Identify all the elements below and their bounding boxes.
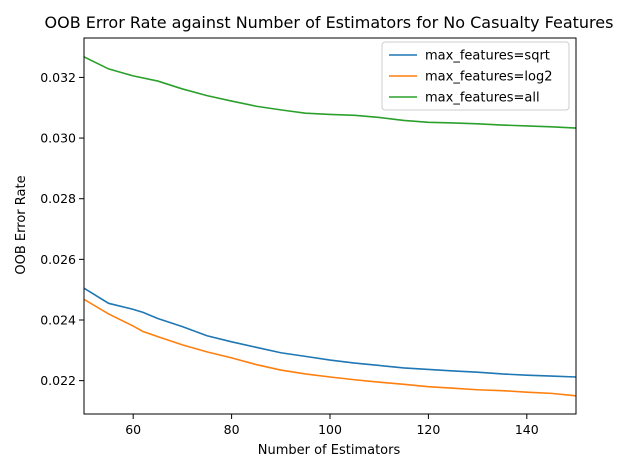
x-tick-label: 140 [515, 422, 539, 437]
y-axis-label: OOB Error Rate [14, 175, 29, 274]
series-line-0 [84, 287, 576, 378]
x-tick-label: 120 [416, 422, 440, 437]
legend-label-0: max_features=sqrt [425, 49, 550, 64]
legend-label-1: max_features=log2 [425, 70, 553, 85]
y-tick-label: 0.030 [40, 131, 76, 146]
chart-title: OOB Error Rate against Number of Estimat… [45, 13, 614, 32]
y-tick-label: 0.024 [40, 313, 76, 328]
series-line-2 [84, 56, 576, 129]
series-line-1 [84, 298, 576, 397]
x-axis-label: Number of Estimators [258, 443, 401, 458]
legend-box [381, 41, 570, 111]
legend: max_features=sqrt max_features=log2 max_fe… [381, 41, 570, 111]
x-axis: 60 80 100 120 140 [125, 414, 539, 437]
y-tick-label: 0.032 [40, 70, 76, 85]
y-axis: 0.022 0.024 0.026 0.028 0.030 0.032 [40, 70, 84, 388]
legend-label-2: max_features=all [425, 91, 540, 106]
x-tick-label: 80 [224, 422, 240, 437]
y-tick-label: 0.022 [40, 373, 76, 388]
x-tick-label: 100 [318, 422, 342, 437]
x-tick-label: 60 [125, 422, 141, 437]
y-tick-label: 0.026 [40, 252, 76, 267]
y-tick-label: 0.028 [40, 191, 76, 206]
